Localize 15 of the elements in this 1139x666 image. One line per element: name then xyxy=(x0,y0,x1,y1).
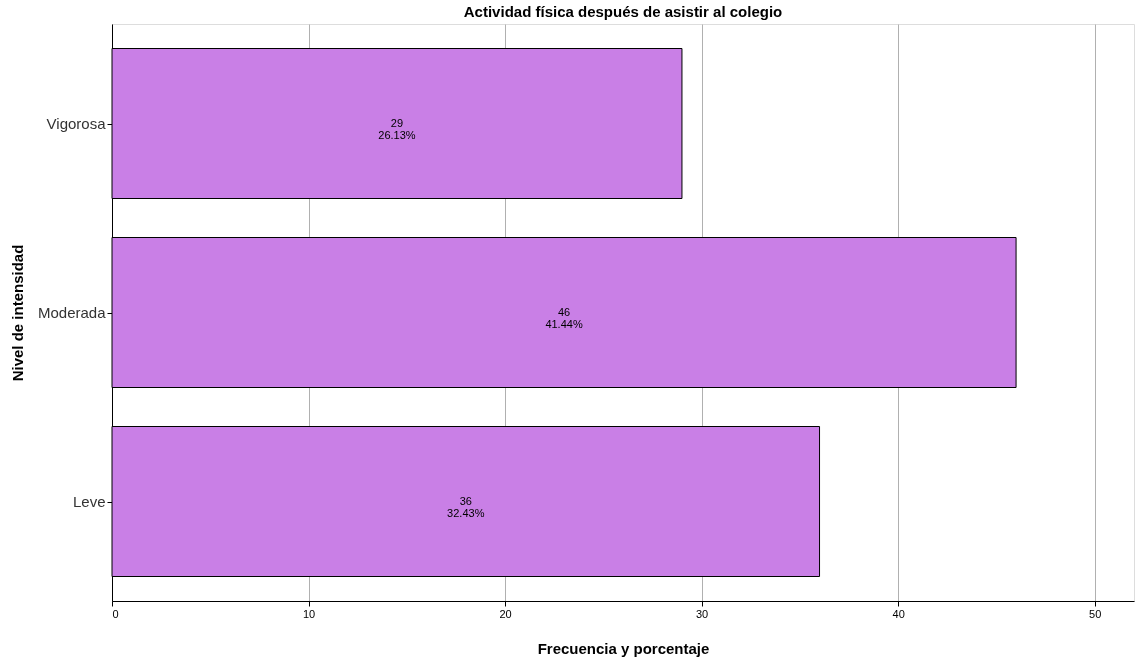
x-tick-label: 50 xyxy=(1089,607,1102,620)
x-tick-label: 10 xyxy=(302,607,316,620)
data-label: 29 26.13% xyxy=(378,116,416,141)
y-tick-label: Vigorosa xyxy=(46,115,107,132)
chart-title: Actividad física después de asistir al colegio xyxy=(463,3,783,20)
data-label: 46 41.44% xyxy=(545,305,583,330)
x-tick-label: 0 xyxy=(112,607,119,620)
x-tick-label: 40 xyxy=(892,607,905,620)
y-tick-label: Moderada xyxy=(37,304,107,321)
x-axis-title: Frecuencia y porcentaje xyxy=(537,639,710,657)
y-axis-title: Nivel de intensidad xyxy=(8,244,26,382)
y-tick-label: Leve xyxy=(72,493,106,510)
x-tick-label: 30 xyxy=(695,607,709,620)
x-tick-label: 20 xyxy=(499,607,512,620)
data-label: 36 32.43% xyxy=(447,494,485,519)
